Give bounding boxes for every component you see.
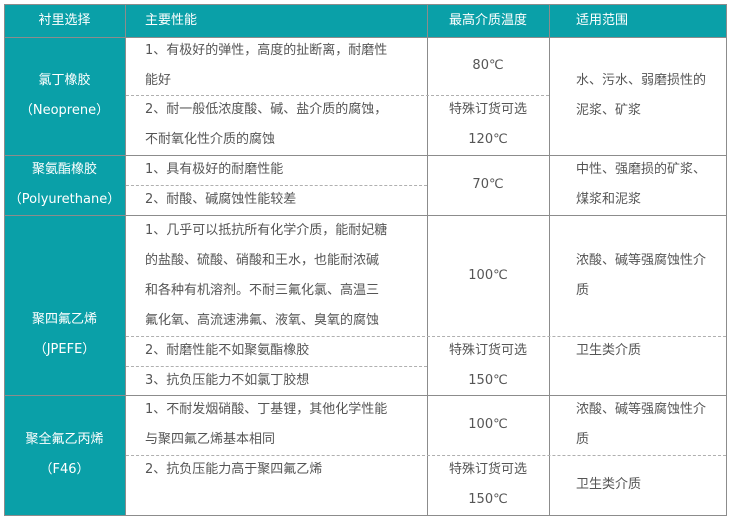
text-line: 特殊订货可选 — [448, 462, 527, 477]
temperature-cell: 100℃ — [427, 215, 549, 336]
temperature-cell: 特殊订货可选 120℃ — [427, 95, 549, 155]
text-line: 能好 — [145, 73, 172, 88]
table-border — [4, 4, 726, 5]
text-line: 氟化氧、高流速沸氟、液氧、臭氧的腐蚀 — [145, 312, 380, 328]
lining-name: 氯丁橡胶 — [38, 73, 91, 88]
column-divider — [549, 4, 550, 516]
header-label: 最高介质温度 — [448, 12, 527, 28]
text-line: 100℃ — [468, 267, 508, 283]
text-line: 质 — [576, 282, 590, 298]
header-lining: 衬里选择 — [4, 4, 125, 37]
text-line: 150℃ — [468, 492, 508, 507]
temperature-cell: 特殊订货可选 150℃ — [427, 336, 549, 395]
scope-cell: 浓酸、碱等强腐蚀性介质 — [549, 395, 726, 455]
column-divider — [125, 4, 126, 516]
performance-cell: 3、抗负压能力不如氯丁胶想 — [125, 366, 427, 395]
lining-english: （Polyurethane） — [8, 192, 121, 207]
scope-cell: 浓酸、碱等强腐蚀性介质 — [549, 215, 726, 336]
dashed-divider — [126, 95, 549, 96]
lining-cell: 氯丁橡胶 （Neoprene） — [4, 37, 125, 155]
performance-cell: 2、耐一般低浓度酸、碱、盐介质的腐蚀， 不耐氧化性介质的腐蚀 — [125, 95, 427, 155]
text-line: 2、耐磨性能不如聚氨酯橡胶 — [145, 343, 310, 358]
performance-cell: 1、有极好的弹性，高度的扯断离，耐磨性 能好 — [125, 37, 427, 95]
text-line: 与聚四氟乙烯基本相同 — [145, 432, 276, 447]
text-line: 泥浆、矿浆 — [576, 103, 642, 118]
row-divider — [4, 215, 726, 216]
text-line: 1、有极好的弹性，高度的扯断离，耐磨性 — [145, 43, 388, 58]
performance-cell: 1、不耐发烟硝酸、丁基锂，其他化学性能 与聚四氟乙烯基本相同 — [125, 395, 427, 455]
lining-english: （F46） — [39, 462, 90, 477]
scope-cell: 中性、强磨损的矿浆、 煤浆和泥浆 — [549, 155, 726, 215]
lining-english: （Neoprene） — [19, 103, 110, 118]
dashed-divider — [126, 366, 427, 367]
lining-cell: 聚四氟乙烯 （JPEFE） — [4, 215, 125, 395]
temperature-cell: 80℃ — [427, 37, 549, 95]
text-line: 特殊订货可选 — [448, 102, 527, 117]
text-line: 2、耐一般低浓度酸、碱、盐介质的腐蚀， — [145, 102, 388, 117]
lining-name: 聚四氟乙烯 — [31, 312, 97, 327]
text-line: 2、抗负压能力高于聚四氟乙烯 — [145, 462, 323, 477]
lining-name: 聚氨酯橡胶 — [31, 162, 97, 177]
scope-cell: 卫生类介质 — [549, 455, 726, 515]
table-border — [4, 515, 726, 516]
row-divider — [4, 155, 726, 156]
lining-english: （JPEFE） — [33, 342, 96, 357]
header-scope: 适用范围 — [549, 4, 726, 37]
row-divider — [4, 395, 726, 396]
text-line: 70℃ — [472, 177, 504, 192]
text-line: 120℃ — [468, 132, 508, 147]
dashed-divider — [126, 336, 726, 337]
text-line: 浓酸、碱等强腐蚀性介 — [576, 402, 707, 417]
lining-cell: 聚氨酯橡胶 （Polyurethane） — [4, 155, 125, 215]
text-line: 卫生类介质 — [576, 343, 642, 358]
header-label: 衬里选择 — [38, 12, 91, 28]
text-line: 特殊订货可选 — [448, 342, 527, 358]
text-line: 不耐氧化性介质的腐蚀 — [145, 132, 276, 147]
scope-cell: 水、污水、弱磨损性的 泥浆、矿浆 — [549, 37, 726, 155]
table-border — [726, 4, 727, 516]
dashed-divider — [126, 185, 427, 186]
text-line: 3、抗负压能力不如氯丁胶想 — [145, 372, 310, 388]
performance-cell: 2、耐磨性能不如聚氨酯橡胶 — [125, 336, 427, 366]
temperature-cell: 特殊订货可选 150℃ — [427, 455, 549, 515]
text-line: 1、几乎可以抵抗所有化学介质，能耐妃糖 — [145, 222, 388, 238]
text-line: 150℃ — [468, 372, 508, 388]
performance-cell: 2、耐酸、碱腐蚀性能较差 — [125, 185, 427, 215]
text-line: 1、不耐发烟硝酸、丁基锂，其他化学性能 — [145, 402, 388, 417]
text-line: 质 — [576, 432, 590, 447]
header-performance: 主要性能 — [125, 4, 427, 37]
temperature-cell: 70℃ — [427, 155, 549, 215]
text-line: 80℃ — [472, 58, 504, 73]
column-divider — [427, 4, 428, 516]
text-line: 水、污水、弱磨损性的 — [576, 73, 707, 88]
performance-cell: 1、几乎可以抵抗所有化学介质，能耐妃糖 的盐酸、硫酸、硝酸和王水，也能耐浓碱 和各种… — [125, 215, 427, 336]
lining-name: 聚全氟乙丙烯 — [25, 432, 104, 447]
header-temperature: 最高介质温度 — [427, 4, 549, 37]
lining-cell: 聚全氟乙丙烯 （F46） — [4, 395, 125, 515]
text-line: 的盐酸、硫酸、硝酸和王水，也能耐浓碱 — [145, 252, 380, 268]
text-line: 浓酸、碱等强腐蚀性介 — [576, 252, 707, 268]
performance-cell: 2、抗负压能力高于聚四氟乙烯 — [125, 455, 427, 515]
scope-cell: 卫生类介质 — [549, 336, 726, 395]
temperature-cell: 100℃ — [427, 395, 549, 455]
text-line: 1、具有极好的耐磨性能 — [145, 162, 284, 177]
dashed-divider — [126, 455, 726, 456]
text-line: 和各种有机溶剂。不耐三氟化氯、高温三 — [145, 282, 380, 298]
text-line: 卫生类介质 — [576, 477, 642, 492]
text-line: 煤浆和泥浆 — [576, 192, 642, 207]
header-label: 适用范围 — [576, 12, 629, 28]
performance-cell: 1、具有极好的耐磨性能 — [125, 155, 427, 185]
text-line: 中性、强磨损的矿浆、 — [576, 162, 707, 177]
row-divider — [4, 37, 726, 38]
header-label: 主要性能 — [145, 12, 198, 28]
table-border — [4, 4, 5, 516]
text-line: 2、耐酸、碱腐蚀性能较差 — [145, 192, 297, 207]
text-line: 100℃ — [468, 417, 508, 432]
